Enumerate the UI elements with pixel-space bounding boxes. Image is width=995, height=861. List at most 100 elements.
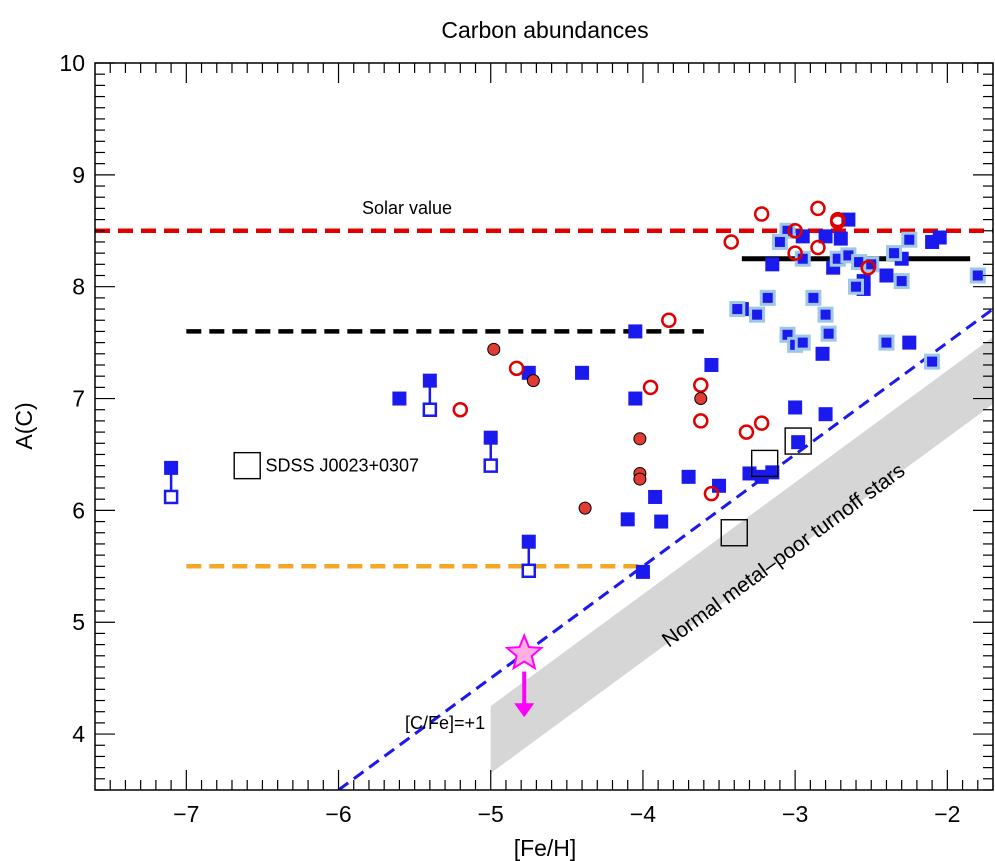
data-point-blue-square [575, 365, 590, 380]
data-point-red-open-circle [787, 245, 803, 261]
data-point-blue-square [164, 460, 179, 475]
data-point-red-open-circle [830, 214, 846, 230]
data-point-blue-square [635, 564, 650, 579]
data-point-red-open-circle [738, 424, 755, 440]
cfe-line-label: [C/Fe]=+1 [405, 713, 485, 733]
data-point-red-filled-circle [487, 342, 501, 356]
data-point-black-open-square [720, 519, 748, 547]
data-point-blue-square [815, 346, 830, 361]
data-point-blue-square-core [972, 270, 983, 281]
data-point-red-filled-circle [633, 472, 647, 486]
data-point-magenta-star [504, 632, 544, 671]
data-point-red-open-circle [703, 485, 720, 502]
x-tick-label: −7 [173, 801, 199, 827]
data-point-red-open-circle [753, 415, 770, 431]
data-point-blue-square [681, 469, 696, 484]
y-axis-title: A(C) [11, 402, 37, 449]
data-point-blue-open-square [422, 402, 438, 417]
data-point-blue-square [628, 391, 643, 406]
data-point-blue-square-core [762, 292, 773, 303]
data-point-blue-square-core [904, 234, 915, 245]
data-point-blue-open-square [163, 489, 179, 505]
x-tick-label: −6 [325, 801, 351, 827]
y-tick-label: 7 [72, 386, 85, 412]
data-point-red-open-circle [452, 401, 469, 418]
x-tick-label: −3 [782, 801, 808, 827]
data-point-blue-square [833, 231, 848, 246]
data-point-blue-square-core [881, 337, 892, 348]
data-point-red-open-circle [787, 223, 803, 239]
data-point-red-open-circle [810, 239, 826, 256]
solar-value-label: Solar value [362, 198, 452, 218]
data-point-blue-square-core [889, 248, 900, 259]
data-point-blue-square [392, 391, 407, 406]
data-point-blue-square-core [782, 329, 793, 340]
data-point-blue-square [742, 466, 757, 481]
data-point-red-filled-circle [526, 374, 540, 388]
x-tick-label: −2 [934, 801, 960, 827]
y-tick-label: 10 [59, 50, 85, 76]
data-point-blue-square [521, 534, 536, 549]
data-point-blue-square-core [854, 257, 865, 268]
x-tick-label: −5 [478, 801, 504, 827]
y-tick-label: 8 [72, 274, 85, 300]
data-point-red-filled-circle [633, 432, 647, 446]
data-point-red-open-circle [860, 259, 876, 276]
data-point-blue-square-core [927, 356, 938, 367]
y-tick-label: 5 [72, 609, 85, 635]
data-point-blue-square-core [797, 337, 808, 348]
data-point-blue-open-square [521, 563, 537, 579]
data-point-blue-square-core [843, 250, 854, 261]
data-point-blue-square [788, 400, 803, 415]
data-point-blue-square [795, 229, 810, 244]
data-point-red-open-circle [723, 234, 739, 250]
data-point-blue-square-core [732, 304, 743, 315]
x-tick-label: −4 [630, 801, 656, 827]
y-tick-label: 4 [72, 721, 85, 747]
sdss-star-label: SDSS J0023+0307 [265, 456, 419, 476]
data-point-black-open-square [784, 427, 812, 455]
chart-title: Carbon abundances [441, 17, 648, 43]
data-point-red-open-circle [753, 206, 770, 222]
data-point-blue-square [483, 430, 498, 445]
data-point-black-open-square [233, 451, 261, 480]
data-point-blue-square [902, 335, 917, 350]
data-point-blue-square [791, 435, 806, 450]
data-point-blue-square [620, 512, 635, 527]
data-point-blue-square-core [823, 328, 834, 339]
data-point-blue-square-core [832, 253, 843, 264]
data-point-blue-square [932, 230, 947, 245]
data-point-blue-square-core [808, 292, 819, 303]
data-point-red-open-circle [661, 312, 677, 328]
plot-frame [94, 62, 994, 791]
y-tick-label: 6 [72, 497, 85, 523]
data-point-red-open-circle [642, 379, 659, 396]
data-point-blue-square [422, 373, 437, 388]
data-point-blue-square [704, 357, 719, 372]
data-point-blue-square [879, 268, 894, 283]
data-point-blue-square-core [866, 259, 877, 270]
data-point-black-open-square [750, 449, 779, 478]
data-point-blue-square [818, 407, 833, 422]
data-point-blue-square-core [851, 281, 862, 292]
data-point-red-open-circle [693, 413, 709, 429]
data-point-blue-square [712, 478, 727, 493]
data-point-red-open-circle [810, 200, 826, 217]
axis-ticks: −7 −6 −5 −4 −3 −2 4 5 6 7 8 9 10 [59, 50, 994, 827]
data-point-blue-square [818, 229, 833, 244]
data-point-blue-square-core [752, 309, 763, 320]
data-point-blue-square-core [820, 309, 831, 320]
data-point-blue-square-core [896, 276, 907, 287]
y-tick-label: 9 [72, 162, 85, 188]
x-axis-title: [Fe/H] [514, 835, 577, 861]
data-point-red-filled-circle [578, 501, 592, 515]
reference-line-cfe1-blue [337, 307, 994, 790]
data-point-blue-square-core [774, 236, 785, 247]
upper-limit-arrow-head [514, 703, 535, 718]
data-point-blue-square-core [797, 253, 808, 264]
data-point-red-open-circle [693, 377, 709, 393]
data-point-red-open-circle [508, 360, 525, 377]
data-point-blue-square [654, 514, 669, 529]
